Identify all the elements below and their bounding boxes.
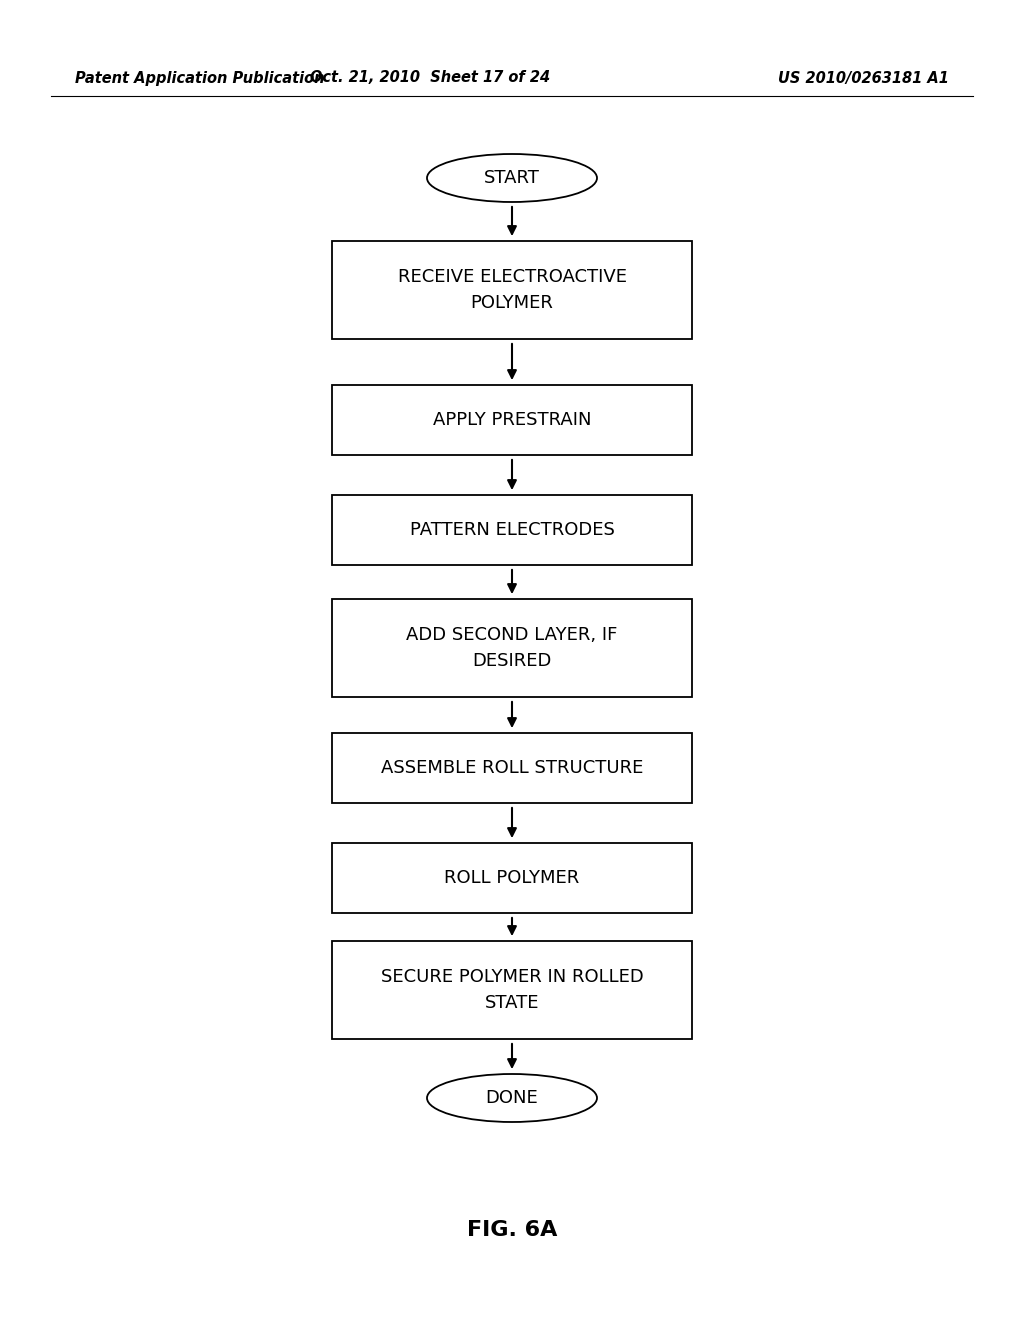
Text: ROLL POLYMER: ROLL POLYMER bbox=[444, 869, 580, 887]
Text: SECURE POLYMER IN ROLLED
STATE: SECURE POLYMER IN ROLLED STATE bbox=[381, 969, 643, 1011]
Text: ASSEMBLE ROLL STRUCTURE: ASSEMBLE ROLL STRUCTURE bbox=[381, 759, 643, 777]
Text: FIG. 6A: FIG. 6A bbox=[467, 1220, 557, 1239]
FancyBboxPatch shape bbox=[332, 733, 692, 803]
FancyBboxPatch shape bbox=[332, 941, 692, 1039]
Text: START: START bbox=[484, 169, 540, 187]
FancyBboxPatch shape bbox=[332, 599, 692, 697]
Ellipse shape bbox=[427, 154, 597, 202]
Text: PATTERN ELECTRODES: PATTERN ELECTRODES bbox=[410, 521, 614, 539]
Text: RECEIVE ELECTROACTIVE
POLYMER: RECEIVE ELECTROACTIVE POLYMER bbox=[397, 268, 627, 312]
Text: APPLY PRESTRAIN: APPLY PRESTRAIN bbox=[433, 411, 591, 429]
FancyBboxPatch shape bbox=[332, 843, 692, 913]
Text: ADD SECOND LAYER, IF
DESIRED: ADD SECOND LAYER, IF DESIRED bbox=[407, 627, 617, 669]
Text: US 2010/0263181 A1: US 2010/0263181 A1 bbox=[778, 70, 949, 86]
FancyBboxPatch shape bbox=[332, 385, 692, 455]
Text: Oct. 21, 2010  Sheet 17 of 24: Oct. 21, 2010 Sheet 17 of 24 bbox=[310, 70, 550, 86]
Text: Patent Application Publication: Patent Application Publication bbox=[75, 70, 325, 86]
FancyBboxPatch shape bbox=[332, 242, 692, 339]
FancyBboxPatch shape bbox=[332, 495, 692, 565]
Text: DONE: DONE bbox=[485, 1089, 539, 1107]
Ellipse shape bbox=[427, 1074, 597, 1122]
